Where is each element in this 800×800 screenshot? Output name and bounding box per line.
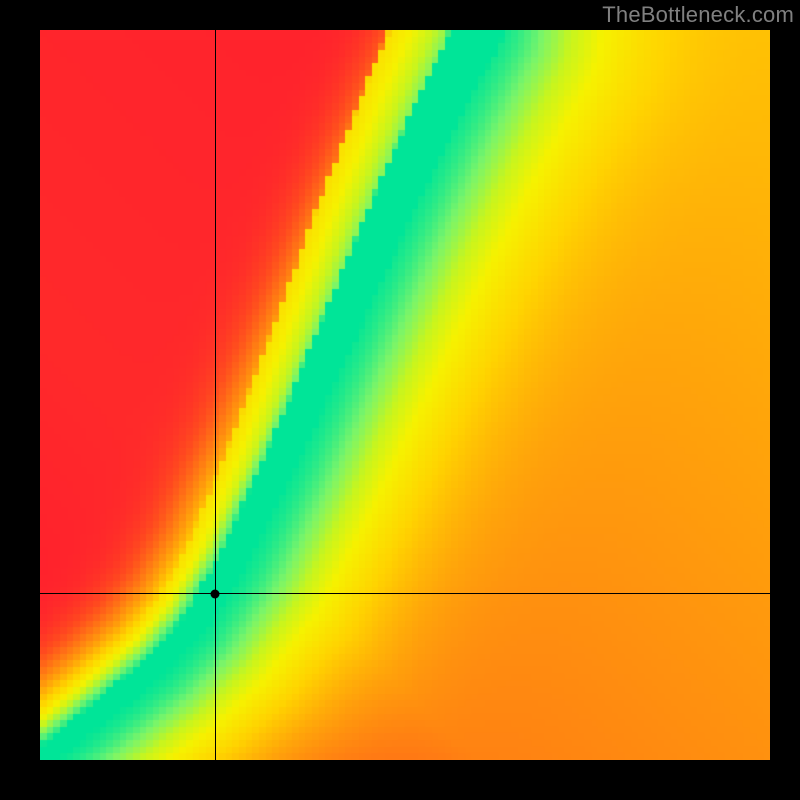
crosshair-vertical [215, 30, 216, 760]
crosshair-horizontal [40, 593, 770, 594]
heatmap-canvas [40, 30, 770, 760]
watermark-text: TheBottleneck.com [602, 2, 794, 28]
crosshair-point [211, 589, 220, 598]
heatmap-plot [40, 30, 770, 760]
